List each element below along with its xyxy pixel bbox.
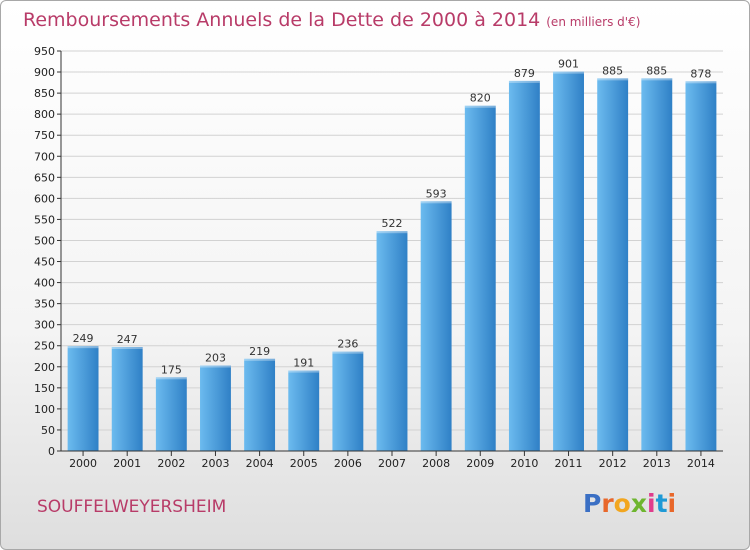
logo-letter: o bbox=[613, 489, 631, 518]
bar-highlight bbox=[597, 78, 629, 81]
y-tick-label: 500 bbox=[34, 234, 55, 247]
y-tick-label: 600 bbox=[34, 192, 55, 205]
bar-2006 bbox=[332, 351, 364, 451]
data-label-2000: 249 bbox=[73, 332, 94, 345]
bar-highlight bbox=[111, 347, 143, 349]
bar-2013 bbox=[641, 78, 673, 452]
y-tick-label: 850 bbox=[34, 87, 55, 100]
logo-letter: r bbox=[601, 489, 614, 518]
y-tick-label: 0 bbox=[48, 445, 55, 458]
x-tick-label: 2012 bbox=[599, 457, 627, 470]
chart-title: Remboursements Annuels de la Dette de 20… bbox=[23, 9, 640, 31]
y-tick-label: 250 bbox=[34, 340, 55, 353]
x-tick-label: 2006 bbox=[334, 457, 362, 470]
x-tick-label: 2009 bbox=[466, 457, 494, 470]
bar-2008 bbox=[420, 201, 452, 451]
logo-letter: x bbox=[630, 489, 647, 518]
bar-2009 bbox=[464, 105, 496, 451]
chart-subtitle: (en milliers d'€) bbox=[546, 15, 641, 29]
bar-2007 bbox=[376, 231, 408, 451]
data-label-2014: 878 bbox=[690, 67, 711, 80]
chart-title-text: Remboursements Annuels de la Dette de 20… bbox=[23, 9, 541, 31]
y-tick-label: 650 bbox=[34, 171, 55, 184]
data-label-2012: 885 bbox=[602, 64, 623, 77]
bar-highlight bbox=[288, 370, 320, 373]
y-tick-label: 450 bbox=[34, 256, 55, 269]
bar-highlight bbox=[553, 71, 584, 74]
x-tick-label: 2001 bbox=[113, 457, 141, 470]
y-tick-label: 700 bbox=[34, 150, 55, 163]
y-tick-label: 350 bbox=[34, 298, 55, 311]
bar-highlight bbox=[376, 231, 408, 234]
data-label-2011: 901 bbox=[558, 58, 579, 71]
bar-2002 bbox=[155, 377, 187, 451]
commune-name: SOUFFELWEYERSHEIM bbox=[37, 497, 227, 517]
bar-highlight bbox=[155, 377, 187, 380]
y-axis-ticks: 0 50 100 150 200 250 300 350 400 450 500 550 600 650 7… bbox=[34, 45, 61, 458]
data-label-2006: 236 bbox=[337, 338, 358, 351]
bar-2010 bbox=[508, 80, 540, 451]
y-tick-label: 300 bbox=[34, 319, 55, 332]
x-tick-label: 2003 bbox=[201, 457, 229, 470]
y-tick-label: 100 bbox=[34, 403, 55, 416]
logo-letter: P bbox=[583, 489, 602, 518]
bar-highlight bbox=[332, 351, 364, 354]
bar-2011 bbox=[553, 71, 584, 451]
bar-highlight bbox=[641, 78, 673, 81]
data-labels: 249 247 175 203 219 191 236 522 593 820 879 901 885 8… bbox=[73, 58, 712, 377]
data-label-2003: 203 bbox=[205, 352, 226, 365]
x-axis-ticks: 2000 2001 2002 2003 2004 2005 2006 2007 2008 2009… bbox=[69, 451, 715, 470]
logo-letter: t bbox=[655, 489, 668, 518]
y-tick-label: 50 bbox=[41, 424, 55, 437]
y-tick-label: 200 bbox=[34, 361, 55, 374]
bar-2004 bbox=[244, 358, 276, 451]
bar-2014 bbox=[685, 81, 717, 451]
bar-highlight bbox=[464, 105, 496, 108]
bar-highlight bbox=[244, 358, 276, 361]
bar-2000 bbox=[67, 346, 99, 451]
data-label-2001: 247 bbox=[117, 333, 138, 346]
y-tick-label: 400 bbox=[34, 277, 55, 290]
x-tick-label: 2007 bbox=[378, 457, 406, 470]
x-tick-label: 2005 bbox=[290, 457, 318, 470]
data-label-2009: 820 bbox=[470, 92, 491, 105]
x-tick-label: 2004 bbox=[246, 457, 274, 470]
x-tick-label: 2013 bbox=[643, 457, 671, 470]
x-tick-label: 2002 bbox=[157, 457, 185, 470]
logo-letter: i bbox=[647, 489, 656, 518]
bar-2012 bbox=[597, 78, 629, 452]
data-label-2005: 191 bbox=[293, 357, 314, 370]
x-tick-label: 2010 bbox=[510, 457, 538, 470]
x-tick-label: 2008 bbox=[422, 457, 450, 470]
logo-letter: i bbox=[667, 489, 677, 518]
bars bbox=[67, 71, 717, 452]
y-tick-label: 900 bbox=[34, 66, 55, 79]
x-tick-label: 2014 bbox=[687, 457, 715, 470]
data-label-2013: 885 bbox=[646, 64, 667, 77]
proxiti-logo: Proxiti bbox=[583, 489, 676, 518]
data-label-2008: 593 bbox=[426, 187, 447, 200]
data-label-2007: 522 bbox=[382, 217, 403, 230]
y-tick-label: 550 bbox=[34, 213, 55, 226]
data-label-2010: 879 bbox=[514, 67, 535, 80]
bar-2001 bbox=[111, 347, 143, 451]
data-label-2002: 175 bbox=[161, 363, 182, 376]
x-tick-label: 2011 bbox=[555, 457, 583, 470]
data-label-2004: 219 bbox=[249, 345, 270, 358]
bar-2003 bbox=[200, 365, 231, 451]
bar-2005 bbox=[288, 370, 320, 451]
y-tick-label: 750 bbox=[34, 129, 55, 142]
x-tick-label: 2000 bbox=[69, 457, 97, 470]
bar-highlight bbox=[200, 365, 231, 368]
bar-highlight bbox=[420, 201, 452, 204]
bar-highlight bbox=[685, 81, 717, 84]
bar-highlight bbox=[508, 80, 540, 83]
y-tick-label: 950 bbox=[34, 45, 55, 58]
y-tick-label: 800 bbox=[34, 108, 55, 121]
y-tick-label: 150 bbox=[34, 382, 55, 395]
bar-highlight bbox=[67, 346, 99, 349]
